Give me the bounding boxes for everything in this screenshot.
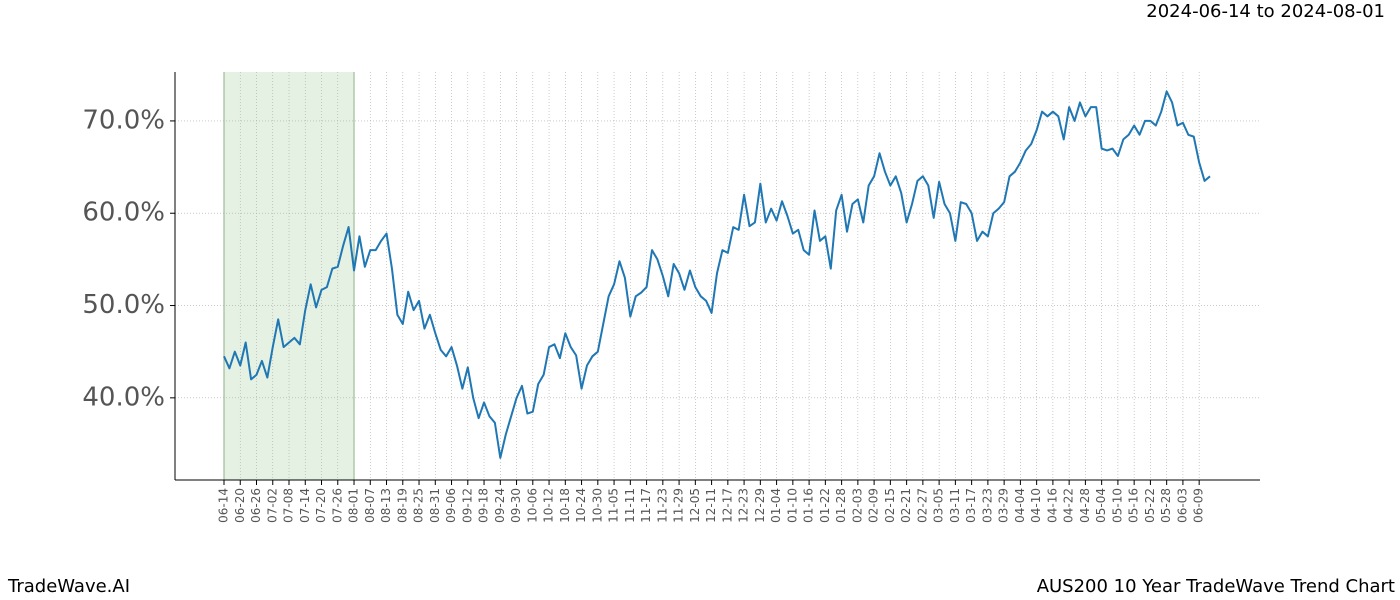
chart-subtitle: 2024-06-14 to 2024-08-01 <box>1146 1 1385 22</box>
x-tick-label: 07-02 <box>265 488 279 523</box>
x-tick-label: 03-29 <box>997 488 1011 523</box>
x-tick-label: 06-26 <box>249 488 263 523</box>
x-tick-label: 11-05 <box>607 488 621 523</box>
footer-left: TradeWave.AI <box>7 576 130 597</box>
x-tick-label: 10-18 <box>558 488 572 523</box>
x-tick-label: 05-16 <box>1127 488 1141 523</box>
x-tick-label: 09-12 <box>460 488 474 523</box>
x-tick-label: 01-16 <box>802 488 816 523</box>
x-tick-label: 02-21 <box>899 488 913 523</box>
x-tick-label: 11-29 <box>672 488 686 523</box>
x-tick-label: 02-09 <box>867 488 881 523</box>
x-tick-label: 06-09 <box>1192 488 1206 523</box>
x-tick-label: 10-24 <box>574 488 588 523</box>
x-tick-label: 12-17 <box>720 488 734 523</box>
x-tick-label: 03-17 <box>964 488 978 523</box>
x-tick-label: 02-27 <box>915 488 929 523</box>
x-tick-label: 04-22 <box>1062 488 1076 523</box>
x-tick-label: 04-04 <box>1013 488 1027 523</box>
x-tick-label: 01-28 <box>834 488 848 523</box>
x-tick-label: 09-18 <box>477 488 491 523</box>
x-tick-label: 10-12 <box>542 488 556 523</box>
x-tick-label: 05-10 <box>1110 488 1124 523</box>
x-tick-label: 03-23 <box>980 488 994 523</box>
x-tick-label: 06-14 <box>217 488 231 523</box>
x-tick-label: 12-29 <box>753 488 767 523</box>
x-tick-label: 07-14 <box>298 488 312 523</box>
x-tick-label: 09-24 <box>493 488 507 523</box>
y-tick-label: 40.0% <box>82 382 165 412</box>
x-tick-label: 11-23 <box>655 488 669 523</box>
x-tick-label: 10-30 <box>590 488 604 523</box>
x-tick-label: 08-25 <box>412 488 426 523</box>
x-tick-label: 08-01 <box>347 488 361 523</box>
x-tick-label: 11-17 <box>639 488 653 523</box>
x-tick-label: 07-20 <box>314 488 328 523</box>
x-tick-label: 04-16 <box>1045 488 1059 523</box>
data-line <box>223 90 1211 459</box>
x-tick-label: 04-28 <box>1078 488 1092 523</box>
x-tick-label: 12-23 <box>737 488 751 523</box>
x-tick-label: 05-04 <box>1094 488 1108 523</box>
x-tick-label: 02-03 <box>850 488 864 523</box>
x-tick-label: 08-31 <box>428 488 442 523</box>
x-tick-label: 08-07 <box>363 488 377 523</box>
x-tick-label: 12-11 <box>704 488 718 523</box>
x-tick-label: 09-06 <box>444 488 458 523</box>
x-tick-label: 08-13 <box>379 488 393 523</box>
x-tick-label: 03-05 <box>932 488 946 523</box>
x-tick-label: 05-28 <box>1159 488 1173 523</box>
y-tick-label: 60.0% <box>82 198 165 228</box>
x-tick-label: 01-10 <box>785 488 799 523</box>
x-tick-label: 08-19 <box>395 488 409 523</box>
x-tick-label: 01-04 <box>769 488 783 523</box>
x-tick-label: 04-10 <box>1029 488 1043 523</box>
x-tick-label: 02-15 <box>883 488 897 523</box>
x-tick-label: 05-22 <box>1143 488 1157 523</box>
x-tick-label: 07-08 <box>282 488 296 523</box>
x-tick-label: 10-06 <box>525 488 539 523</box>
y-tick-label: 70.0% <box>82 105 165 135</box>
x-tick-label: 06-20 <box>233 488 247 523</box>
x-tick-label: 11-11 <box>623 488 637 523</box>
footer-right: AUS200 10 Year TradeWave Trend Chart <box>1037 576 1395 597</box>
x-tick-label: 06-03 <box>1175 488 1189 523</box>
y-tick-label: 50.0% <box>82 290 165 320</box>
x-tick-label: 07-26 <box>330 488 344 523</box>
x-tick-label: 03-11 <box>948 488 962 523</box>
x-tick-label: 01-22 <box>818 488 832 523</box>
x-tick-label: 09-30 <box>509 488 523 523</box>
x-tick-label: 12-05 <box>688 488 702 523</box>
